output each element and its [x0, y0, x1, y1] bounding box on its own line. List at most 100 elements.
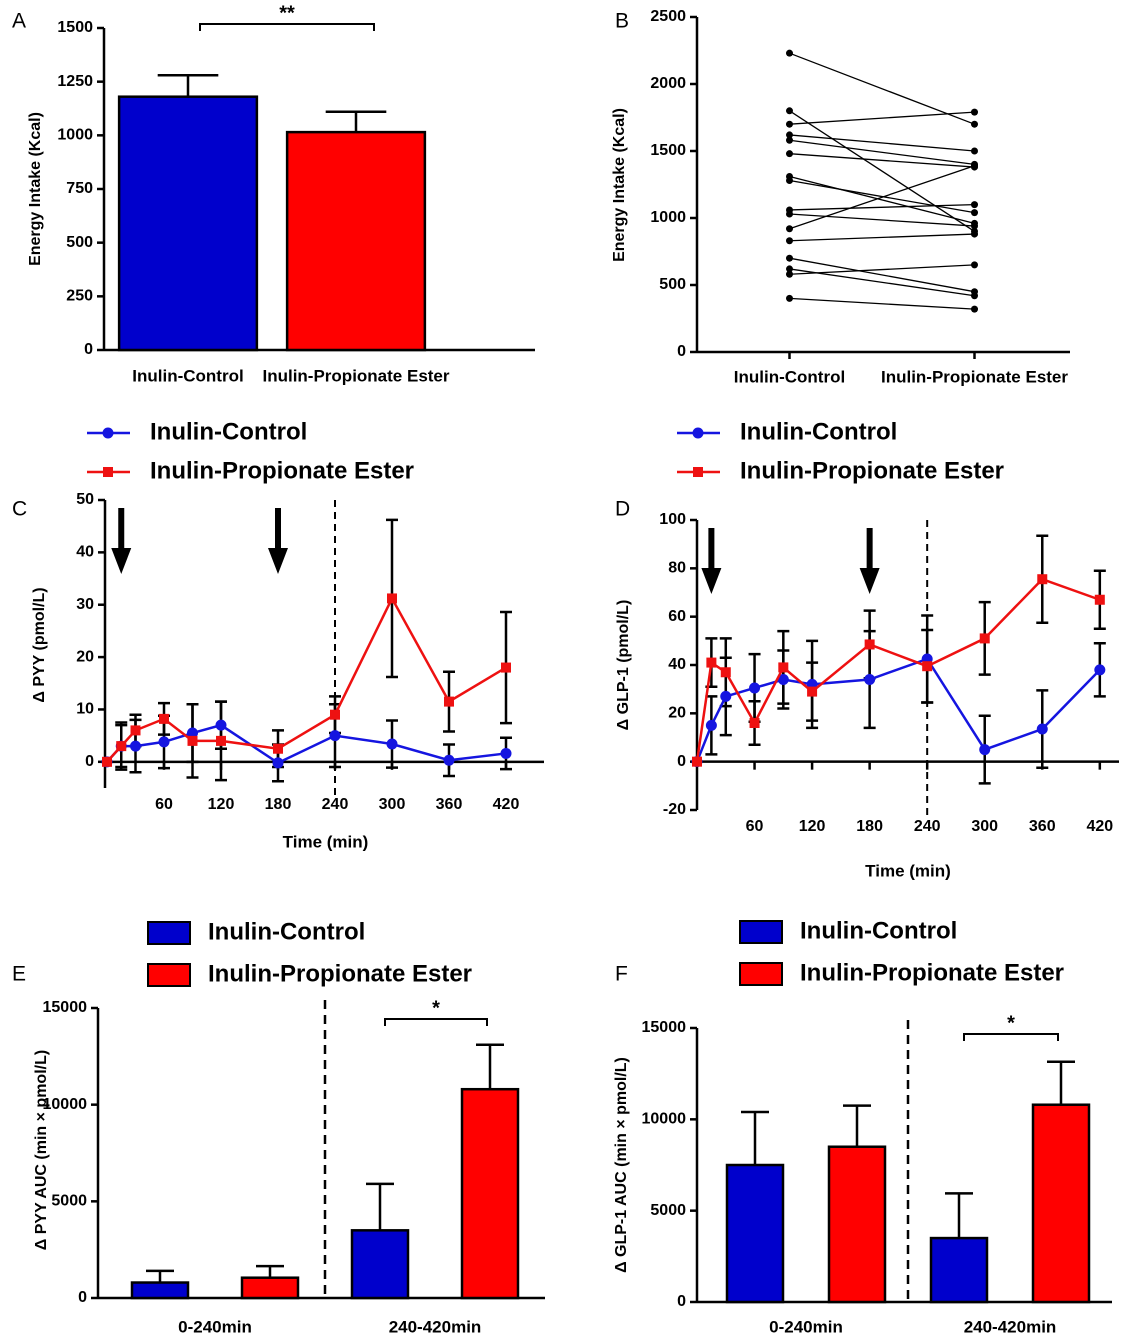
y-tick-label: 500	[659, 276, 686, 293]
y-tick-label: 50	[76, 491, 94, 508]
error-bar	[741, 1110, 769, 1165]
bar	[240, 1276, 300, 1300]
x-tick-label: 240	[914, 818, 941, 835]
x-tick-label: 60	[746, 818, 764, 835]
x-tick-label: 300	[379, 796, 406, 813]
subject-line	[789, 52, 975, 125]
subject-point	[971, 201, 978, 209]
panel-label: E	[12, 963, 26, 986]
data-point	[272, 757, 284, 769]
subject-line	[789, 264, 975, 275]
subject-line	[789, 175, 975, 224]
subject-line	[789, 268, 975, 297]
y-tick-label: 0	[677, 1293, 686, 1310]
y-tick-label: 2000	[650, 75, 686, 92]
data-point	[216, 735, 226, 746]
legend-marker	[103, 467, 113, 477]
subject-point	[971, 209, 978, 217]
subject-point	[786, 176, 793, 184]
legend-swatch	[147, 963, 191, 987]
subject-line	[789, 203, 975, 211]
data-point	[329, 730, 341, 742]
y-tick-label: 0	[677, 753, 686, 770]
y-axis-label: Δ GLP-1 AUC (min × pmol/L)	[613, 1057, 630, 1273]
y-tick-label: 60	[668, 608, 686, 625]
bar	[130, 1281, 190, 1300]
subject-line	[789, 134, 975, 152]
y-axis-label: Δ PYY AUC (min × pmol/L)	[33, 1050, 50, 1250]
y-tick-label: 20	[76, 648, 94, 665]
data-point	[116, 741, 127, 752]
x-tick-label: 180	[265, 796, 292, 813]
legend-label: Inulin-Propionate Ester	[800, 959, 1064, 986]
bar	[725, 1163, 785, 1304]
legend-marker	[692, 427, 704, 439]
data-point	[864, 639, 875, 650]
error-bar	[476, 1043, 504, 1090]
error-bar	[945, 1192, 973, 1239]
y-axis-label: Energy Intake (Kcal)	[611, 108, 628, 262]
x-tick-label: 300	[971, 818, 998, 835]
data-point	[1094, 664, 1106, 676]
legend-swatch	[739, 920, 783, 944]
legend-swatch	[739, 962, 783, 986]
subject-point	[786, 107, 793, 115]
data-point	[692, 756, 702, 767]
significance-bracket	[384, 1018, 488, 1026]
y-tick-label: 20	[668, 705, 686, 722]
x-tick-label: 0-240min	[178, 1317, 252, 1336]
subject-line	[789, 139, 975, 166]
legend-label: Inulin-Control	[150, 418, 307, 445]
error-bar	[843, 1104, 871, 1147]
panel-label: B	[615, 10, 629, 33]
subject-line	[789, 297, 975, 310]
data-point	[187, 727, 198, 739]
x-tick-label: 240	[322, 796, 349, 813]
y-tick-label: 15000	[43, 999, 88, 1016]
legend-label: Inulin-Control	[740, 418, 897, 445]
dose-arrow	[111, 508, 132, 574]
subject-point	[786, 131, 793, 139]
dose-arrow	[268, 508, 288, 574]
error-bar	[366, 1182, 394, 1231]
data-point	[130, 740, 141, 752]
y-tick-label: 5000	[650, 1202, 686, 1219]
bar	[460, 1087, 520, 1300]
data-point	[777, 674, 789, 685]
x-tick-label: 360	[1029, 818, 1056, 835]
data-point	[1037, 574, 1048, 585]
bar	[929, 1236, 989, 1304]
subject-point	[786, 136, 793, 144]
panel-label: F	[615, 963, 628, 986]
bar	[827, 1145, 887, 1304]
error-bar	[1047, 1060, 1075, 1105]
y-tick-label: 0	[78, 1289, 87, 1306]
significance-label: *	[432, 997, 440, 1019]
legend-label: Inulin-Propionate Ester	[150, 457, 414, 484]
x-tick-label: Inulin-Propionate Ester	[881, 367, 1068, 386]
y-axis-label: Δ PYY (pmol/L)	[31, 587, 48, 702]
panel-label: C	[12, 498, 27, 521]
data-point	[749, 718, 760, 728]
x-tick-label: 420	[493, 796, 520, 813]
y-tick-label: 10	[76, 701, 94, 718]
subject-point	[971, 305, 978, 313]
data-point	[864, 674, 876, 685]
legend-label: Inulin-Control	[208, 918, 365, 945]
x-axis-label: Time (min)	[283, 832, 369, 851]
subject-point	[786, 254, 793, 262]
subject-point	[971, 147, 978, 155]
data-point	[720, 690, 732, 702]
subject-point	[971, 292, 978, 300]
subject-point	[786, 270, 793, 278]
y-tick-label: 500	[66, 234, 93, 251]
data-point	[778, 662, 789, 673]
data-point	[1094, 594, 1105, 605]
y-tick-label: -20	[663, 801, 686, 818]
legend-marker	[102, 427, 114, 439]
data-point	[922, 661, 933, 672]
y-tick-label: 80	[668, 560, 686, 577]
data-point	[215, 719, 227, 731]
subject-point	[786, 120, 793, 128]
dose-arrow	[859, 528, 880, 594]
